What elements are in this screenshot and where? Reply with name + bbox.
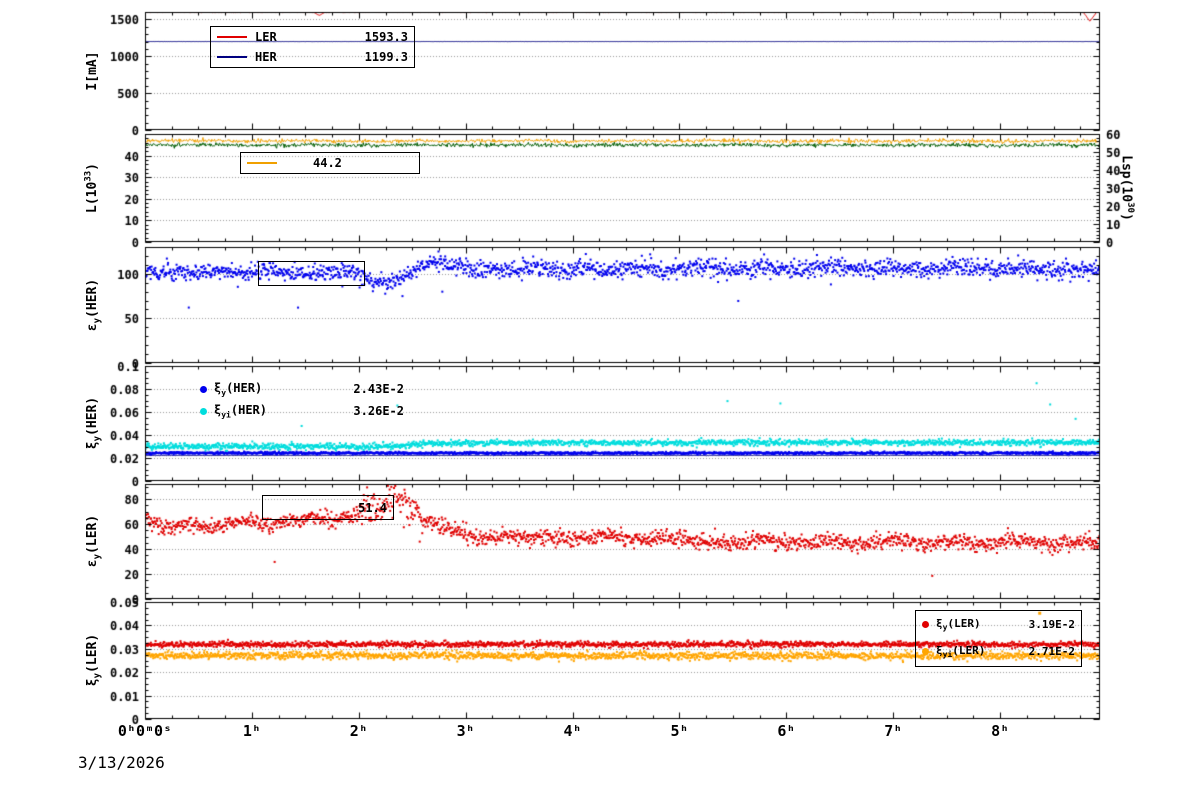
legend-label: ξy(LER) (936, 616, 981, 633)
xiyi-ler-dot-icon (922, 648, 929, 655)
ler-line-swatch-icon (217, 36, 247, 38)
y-axis-title-current: I[mA] (84, 51, 100, 91)
legend-value: 44.2 (313, 156, 342, 170)
xiy-her-dot-icon (200, 385, 207, 393)
legend-row: ξyi(HER) 3.26E-2 (194, 400, 410, 422)
legend-row: ξyi(LER) 2.71E-2 (916, 638, 1081, 665)
x-tick-label: 3ʰ (456, 722, 475, 740)
luminosity-line-swatch-icon (247, 162, 277, 164)
legend-row: HER 1199.3 (211, 47, 414, 67)
y-axis-title-xiy-ler: ξy(LER) (84, 633, 103, 687)
legend-value: 3.26E-2 (353, 404, 404, 418)
y-axis-title-ey-her: εy(HER) (84, 278, 103, 332)
x-axis-tick-labels: 0ʰ0ᵐ0ˢ 1ʰ 2ʰ 3ʰ 4ʰ 5ʰ 6ʰ 7ʰ 8ʰ (0, 722, 1200, 744)
legend-row: ξy(LER) 3.19E-2 (916, 611, 1081, 638)
legend-value: 1199.3 (364, 50, 408, 64)
y-axis-title-luminosity: L(1033) (83, 163, 100, 213)
y-axis-title-xiy-her: ξy(HER) (84, 396, 103, 450)
x-tick-label: 8ʰ (991, 722, 1010, 740)
legend-label: ξyi(HER) (214, 402, 267, 420)
legend-xiy-ler: ξy(LER) 3.19E-2 ξyi(LER) 2.71E-2 (915, 610, 1082, 667)
legend-current: LER 1593.3 HER 1199.3 (210, 26, 415, 68)
legend-row: ξy(HER) 2.43E-2 (194, 378, 410, 400)
legend-value: 2.71E-2 (1028, 645, 1075, 658)
x-tick-label: 0ʰ0ᵐ0ˢ (117, 722, 173, 740)
legend-label: ξyi(LER) (936, 643, 986, 660)
legend-value: 51.4 (358, 500, 387, 515)
xiyi-her-dot-icon (200, 407, 207, 415)
xiy-ler-dot-icon (922, 621, 929, 628)
x-tick-label: 4ʰ (563, 722, 582, 740)
date-label: 3/13/2026 (78, 753, 165, 772)
y-axis-title-lsp-right: Lsp(1030) (1118, 155, 1136, 221)
legend-luminosity: 44.2 (240, 152, 420, 174)
legend-value: 3.19E-2 (1028, 618, 1075, 631)
y-axis-title-ey-ler: εy(LER) (84, 514, 103, 568)
legend-row: 51.4 (263, 496, 393, 519)
her-line-swatch-icon (217, 56, 247, 58)
legend-label: LER (255, 30, 277, 44)
x-tick-label: 7ʰ (884, 722, 903, 740)
legend-value: 1593.3 (364, 30, 408, 44)
x-tick-label: 2ʰ (349, 722, 368, 740)
legend-xiy-her: ξy(HER) 2.43E-2 ξyi(HER) 3.26E-2 (194, 378, 410, 424)
legend-row: 44.2 (241, 153, 419, 173)
legend-ey-her (258, 261, 365, 286)
legend-value: 2.43E-2 (353, 382, 404, 396)
x-tick-label: 5ʰ (670, 722, 689, 740)
legend-label: HER (255, 50, 277, 64)
legend-label: ξy(HER) (214, 380, 263, 398)
x-tick-label: 6ʰ (777, 722, 796, 740)
x-tick-label: 1ʰ (242, 722, 261, 740)
legend-row: LER 1593.3 (211, 27, 414, 47)
legend-ey-ler: 51.4 (262, 495, 394, 520)
